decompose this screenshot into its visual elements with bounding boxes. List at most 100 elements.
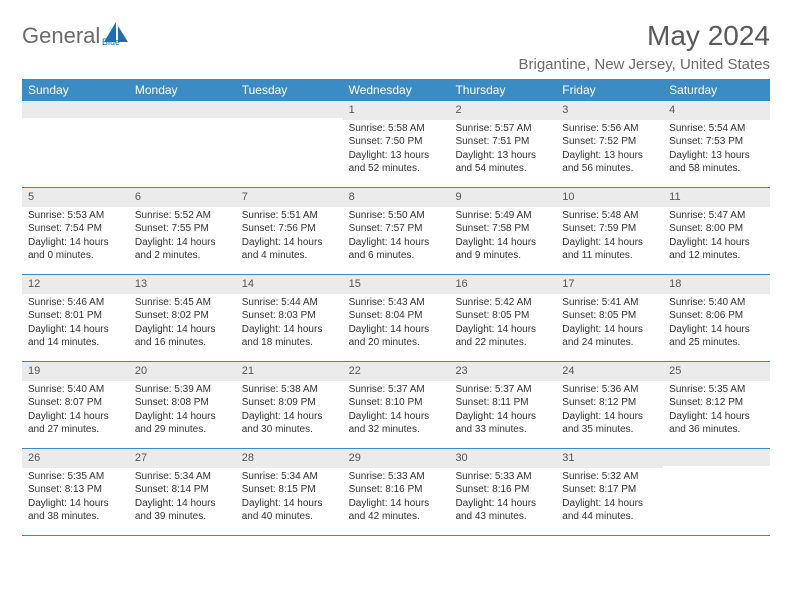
weeks-container: 1 Sunrise: 5:58 AMSunset: 7:50 PMDaylight… (22, 101, 770, 536)
day-cell (129, 101, 236, 187)
day-body: Sunrise: 5:39 AMSunset: 8:08 PMDaylight:… (129, 383, 236, 437)
day-body: Sunrise: 5:36 AMSunset: 8:12 PMDaylight:… (556, 383, 663, 437)
day-cell: 13 Sunrise: 5:45 AMSunset: 8:02 PMDayligh… (129, 275, 236, 361)
day-number: 3 (556, 101, 663, 120)
sail-icon: Blue (102, 20, 136, 51)
sunset-text: Sunset: 8:15 PM (242, 483, 337, 497)
daylight-text: Daylight: 14 hours and 18 minutes. (242, 323, 337, 350)
daylight-text: Daylight: 14 hours and 33 minutes. (455, 410, 550, 437)
day-header-tuesday: Tuesday (236, 79, 343, 101)
day-body: Sunrise: 5:32 AMSunset: 8:17 PMDaylight:… (556, 470, 663, 524)
day-cell: 8Sunrise: 5:50 AMSunset: 7:57 PMDaylight… (343, 188, 450, 274)
sunset-text: Sunset: 7:57 PM (349, 222, 444, 236)
sunset-text: Sunset: 7:54 PM (28, 222, 123, 236)
day-body: Sunrise: 5:33 AMSunset: 8:16 PMDaylight:… (343, 470, 450, 524)
day-body: Sunrise: 5:58 AMSunset: 7:50 PMDaylight:… (343, 122, 450, 176)
sunset-text: Sunset: 7:58 PM (455, 222, 550, 236)
day-cell (22, 101, 129, 187)
location: Brigantine, New Jersey, United States (518, 56, 770, 73)
sunrise-text: Sunrise: 5:43 AM (349, 296, 444, 310)
day-body: Sunrise: 5:37 AMSunset: 8:11 PMDaylight:… (449, 383, 556, 437)
day-cell: 27Sunrise: 5:34 AMSunset: 8:14 PMDayligh… (129, 449, 236, 535)
week-row: 26Sunrise: 5:35 AMSunset: 8:13 PMDayligh… (22, 449, 770, 536)
day-cell: 5Sunrise: 5:53 AMSunset: 7:54 PMDaylight… (22, 188, 129, 274)
sunrise-text: Sunrise: 5:36 AM (562, 383, 657, 397)
day-number: 25 (663, 362, 770, 381)
sunset-text: Sunset: 8:01 PM (28, 309, 123, 323)
day-number: 1 (343, 101, 450, 120)
day-header-sunday: Sunday (22, 79, 129, 101)
day-body: Sunrise: 5:33 AMSunset: 8:16 PMDaylight:… (449, 470, 556, 524)
sunrise-text: Sunrise: 5:35 AM (28, 470, 123, 484)
daylight-text: Daylight: 14 hours and 27 minutes. (28, 410, 123, 437)
sunset-text: Sunset: 7:55 PM (135, 222, 230, 236)
day-number: 31 (556, 449, 663, 468)
daylight-text: Daylight: 13 hours and 52 minutes. (349, 149, 444, 176)
day-cell: 16Sunrise: 5:42 AMSunset: 8:05 PMDayligh… (449, 275, 556, 361)
daylight-text: Daylight: 14 hours and 36 minutes. (669, 410, 764, 437)
day-number: 27 (129, 449, 236, 468)
daylight-text: Daylight: 14 hours and 42 minutes. (349, 497, 444, 524)
day-body: Sunrise: 5:50 AMSunset: 7:57 PMDaylight:… (343, 209, 450, 263)
day-number: 22 (343, 362, 450, 381)
sunrise-text: Sunrise: 5:46 AM (28, 296, 123, 310)
day-cell: 23 Sunrise: 5:37 AMSunset: 8:11 PMDayligh… (449, 362, 556, 448)
sunset-text: Sunset: 8:14 PM (135, 483, 230, 497)
daylight-text: Daylight: 14 hours and 38 minutes. (28, 497, 123, 524)
day-cell: 11Sunrise: 5:47 AMSunset: 8:00 PMDayligh… (663, 188, 770, 274)
day-cell: 2Sunrise: 5:57 AMSunset: 7:51 PMDaylight… (449, 101, 556, 187)
day-cell: 1 Sunrise: 5:58 AMSunset: 7:50 PMDaylight… (343, 101, 450, 187)
day-body: Sunrise: 5:41 AMSunset: 8:05 PMDaylight:… (556, 296, 663, 350)
day-cell: 14Sunrise: 5:44 AMSunset: 8:03 PMDayligh… (236, 275, 343, 361)
daylight-text: Daylight: 14 hours and 22 minutes. (455, 323, 550, 350)
daylight-text: Daylight: 14 hours and 44 minutes. (562, 497, 657, 524)
sunset-text: Sunset: 7:51 PM (455, 135, 550, 149)
sunrise-text: Sunrise: 5:47 AM (669, 209, 764, 223)
day-cell: 6Sunrise: 5:52 AMSunset: 7:55 PMDaylight… (129, 188, 236, 274)
day-header-wednesday: Wednesday (343, 79, 450, 101)
sunrise-text: Sunrise: 5:34 AM (135, 470, 230, 484)
sunrise-text: Sunrise: 5:34 AM (242, 470, 337, 484)
day-body: Sunrise: 5:47 AMSunset: 8:00 PMDaylight:… (663, 209, 770, 263)
day-cell: 3Sunrise: 5:56 AMSunset: 7:52 PMDaylight… (556, 101, 663, 187)
day-headers-row: Sunday Monday Tuesday Wednesday Thursday… (22, 79, 770, 101)
day-body: Sunrise: 5:45 AMSunset: 8:02 PMDaylight:… (129, 296, 236, 350)
week-row: 5Sunrise: 5:53 AMSunset: 7:54 PMDaylight… (22, 188, 770, 275)
day-body: Sunrise: 5:52 AMSunset: 7:55 PMDaylight:… (129, 209, 236, 263)
daylight-text: Daylight: 14 hours and 35 minutes. (562, 410, 657, 437)
day-number: 4 (663, 101, 770, 120)
day-number: 20 (129, 362, 236, 381)
day-cell: 18Sunrise: 5:40 AMSunset: 8:06 PMDayligh… (663, 275, 770, 361)
daylight-text: Daylight: 14 hours and 20 minutes. (349, 323, 444, 350)
day-cell: 28Sunrise: 5:34 AMSunset: 8:15 PMDayligh… (236, 449, 343, 535)
day-number: 17 (556, 275, 663, 294)
day-number: 16 (449, 275, 556, 294)
day-header-monday: Monday (129, 79, 236, 101)
week-row: 19Sunrise: 5:40 AMSunset: 8:07 PMDayligh… (22, 362, 770, 449)
day-number: 23 (449, 362, 556, 381)
day-header-thursday: Thursday (449, 79, 556, 101)
day-cell: 4Sunrise: 5:54 AMSunset: 7:53 PMDaylight… (663, 101, 770, 187)
sunrise-text: Sunrise: 5:56 AM (562, 122, 657, 136)
sunrise-text: Sunrise: 5:49 AM (455, 209, 550, 223)
day-number: 13 (129, 275, 236, 294)
sunset-text: Sunset: 8:05 PM (455, 309, 550, 323)
day-body: Sunrise: 5:44 AMSunset: 8:03 PMDaylight:… (236, 296, 343, 350)
daylight-text: Daylight: 14 hours and 24 minutes. (562, 323, 657, 350)
day-cell: 21Sunrise: 5:38 AMSunset: 8:09 PMDayligh… (236, 362, 343, 448)
day-number: 15 (343, 275, 450, 294)
daylight-text: Daylight: 14 hours and 9 minutes. (455, 236, 550, 263)
daylight-text: Daylight: 14 hours and 43 minutes. (455, 497, 550, 524)
sunset-text: Sunset: 7:52 PM (562, 135, 657, 149)
sunset-text: Sunset: 8:17 PM (562, 483, 657, 497)
day-cell: 24Sunrise: 5:36 AMSunset: 8:12 PMDayligh… (556, 362, 663, 448)
sunrise-text: Sunrise: 5:40 AM (28, 383, 123, 397)
sunrise-text: Sunrise: 5:53 AM (28, 209, 123, 223)
sunset-text: Sunset: 8:02 PM (135, 309, 230, 323)
sunset-text: Sunset: 8:07 PM (28, 396, 123, 410)
sunrise-text: Sunrise: 5:39 AM (135, 383, 230, 397)
sunset-text: Sunset: 8:04 PM (349, 309, 444, 323)
sunrise-text: Sunrise: 5:32 AM (562, 470, 657, 484)
daylight-text: Daylight: 14 hours and 0 minutes. (28, 236, 123, 263)
day-number: 9 (449, 188, 556, 207)
